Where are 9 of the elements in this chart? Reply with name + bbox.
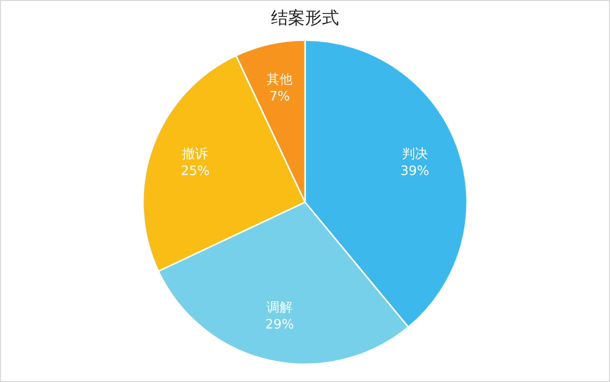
slice-label: 其他: [266, 72, 293, 88]
data-label: 25%: [180, 164, 210, 180]
data-label: 39%: [400, 164, 430, 180]
chart-title: 结案形式: [271, 8, 339, 29]
data-label: 29%: [265, 317, 294, 332]
slice-label: 撤诉: [182, 147, 208, 162]
slice-label: 调解: [266, 300, 293, 316]
data-label: 7%: [269, 90, 290, 105]
slice-label: 判决: [402, 147, 428, 162]
